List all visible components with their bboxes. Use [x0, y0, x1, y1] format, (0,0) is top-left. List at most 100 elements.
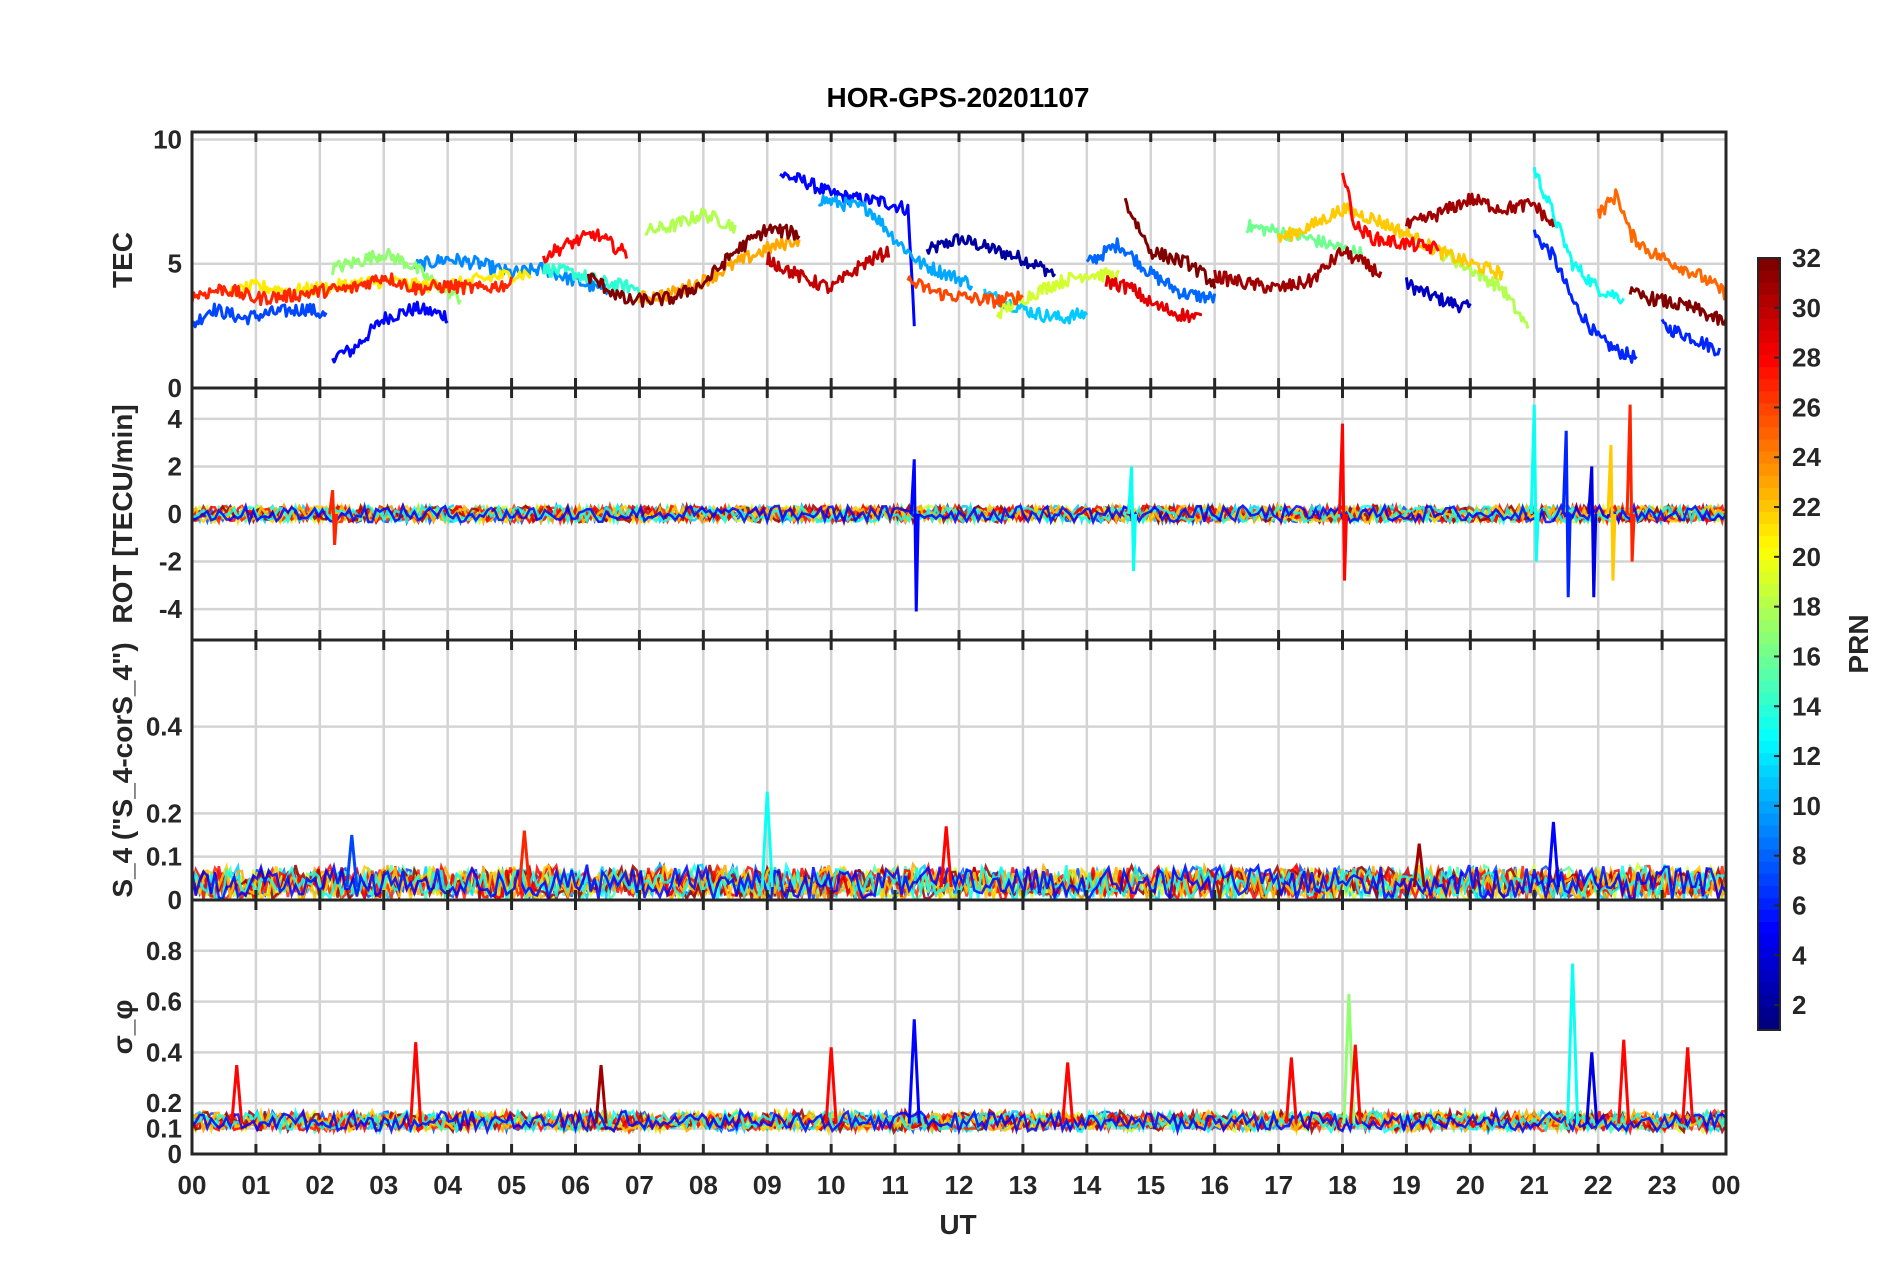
series-line-prn-3 — [1404, 277, 1472, 314]
colorbar-tick-label: 32 — [1792, 243, 1821, 273]
y-axis-label: TEC — [107, 232, 138, 288]
peak-prn-28 — [230, 1064, 244, 1124]
colorbar-cell — [1758, 680, 1780, 693]
colorbar-label: PRN — [1843, 614, 1874, 673]
series-line-prn-21 — [228, 268, 532, 298]
colorbar-cell — [1758, 644, 1780, 657]
colorbar-cell — [1758, 463, 1780, 476]
colorbar-tick-label: 18 — [1792, 592, 1821, 622]
colorbar-cell — [1758, 1005, 1780, 1019]
colorbar-tick-label: 6 — [1792, 890, 1806, 920]
series-line-prn-31 — [1404, 192, 1555, 229]
colorbar-cell — [1758, 402, 1780, 416]
spike-prn-22 — [1606, 444, 1617, 581]
y-tick-label: -2 — [159, 547, 182, 577]
x-tick-label: 17 — [1264, 1170, 1293, 1200]
colorbar-cell — [1758, 390, 1780, 404]
series-line-prn-7 — [191, 302, 328, 329]
colorbar-cell — [1758, 861, 1780, 874]
series-line-prn-22 — [1277, 202, 1504, 281]
colorbar-cell — [1758, 981, 1780, 995]
colorbar-cell — [1758, 306, 1780, 319]
colorbar-cell — [1758, 571, 1780, 585]
x-tick-label: 23 — [1648, 1170, 1677, 1200]
y-axis-label: S_4 ("S_4-corS_4") — [107, 642, 138, 897]
x-tick-label: 13 — [1008, 1170, 1037, 1200]
series-line-prn-25 — [1596, 188, 1727, 301]
peak-prn-31 — [1412, 843, 1426, 888]
colorbar-cell — [1758, 740, 1780, 754]
noise-trace-prn-22 — [191, 1106, 1727, 1137]
noise-trace-prn-5 — [191, 501, 1727, 526]
colorbar-cell — [1758, 969, 1780, 983]
peak-prn-28 — [939, 826, 953, 888]
peak-prn-28 — [1061, 1062, 1075, 1124]
peak-prn-7 — [345, 834, 359, 888]
colorbar-tick-label: 14 — [1792, 691, 1821, 721]
x-tick-label: 14 — [1072, 1170, 1101, 1200]
colorbar-cell — [1758, 282, 1780, 295]
noise-trace-prn-5 — [191, 1105, 1727, 1137]
colorbar-cell — [1758, 788, 1780, 802]
peak-prn-13 — [760, 791, 774, 888]
y-tick-label: 0 — [168, 499, 182, 529]
x-tick-label: 12 — [945, 1170, 974, 1200]
colorbar-tick-label: 30 — [1792, 293, 1821, 323]
colorbar-cell — [1758, 849, 1780, 862]
colorbar-frame — [1757, 257, 1781, 1031]
colorbar-cell — [1758, 631, 1780, 645]
colorbar-cell — [1758, 535, 1780, 549]
spike-prn-28 — [1338, 423, 1348, 581]
peak-prn-4 — [1585, 1052, 1599, 1124]
colorbar-cell — [1758, 414, 1780, 428]
x-tick-label: 06 — [561, 1170, 590, 1200]
series-line-prn-5 — [331, 300, 449, 364]
colorbar-cell — [1758, 619, 1780, 633]
colorbar-cell — [1758, 595, 1780, 609]
colorbar-cell — [1758, 728, 1780, 742]
y-tick-label: 0 — [168, 1139, 182, 1169]
colorbar-cell — [1758, 487, 1780, 500]
colorbar-cell — [1758, 957, 1780, 971]
colorbar-tick-label: 2 — [1792, 990, 1806, 1020]
colorbar-cell — [1758, 921, 1780, 935]
y-tick-label: 2 — [168, 451, 182, 481]
colorbar-cell — [1758, 837, 1780, 850]
y-tick-label: -4 — [159, 594, 183, 624]
colorbar-cell — [1758, 933, 1780, 947]
colorbar-tick-label: 22 — [1792, 492, 1821, 522]
colorbar-tick-label: 20 — [1792, 542, 1821, 572]
colorbar-cell — [1758, 438, 1780, 452]
colorbar-tick-label: 12 — [1792, 741, 1821, 771]
colorbar-cell — [1758, 704, 1780, 717]
series-line-prn-5 — [779, 171, 916, 327]
colorbar-cell — [1758, 800, 1780, 814]
x-tick-label: 03 — [369, 1170, 398, 1200]
x-tick-label: 11 — [881, 1170, 909, 1200]
series-group — [190, 963, 1728, 1137]
series-group — [190, 404, 1728, 612]
y-tick-label: 0.2 — [146, 1088, 182, 1118]
colorbar-cell — [1758, 258, 1780, 271]
colorbar-cell — [1758, 909, 1780, 923]
colorbar-tick-label: 28 — [1792, 343, 1821, 373]
colorbar-cell — [1758, 824, 1780, 838]
chart-title: HOR-GPS-20201107 — [826, 82, 1089, 113]
colorbar-cell — [1758, 812, 1780, 826]
series-line-prn-17 — [331, 247, 462, 305]
colorbar-cell — [1758, 668, 1780, 681]
x-tick-label: 00 — [178, 1170, 207, 1200]
panel-ROT: -4 -2 0 2 4 ROT [TECU/min] — [107, 386, 1728, 642]
peak-prn-28 — [1681, 1047, 1695, 1124]
colorbar-tick-label: 16 — [1792, 641, 1821, 671]
colorbar-cell — [1758, 607, 1780, 621]
series-line-prn-23 — [637, 235, 801, 304]
colorbar-cell — [1758, 523, 1780, 537]
y-tick-label: 0.8 — [146, 936, 182, 966]
peak-prn-27 — [517, 830, 531, 888]
colorbar-tick-label: 26 — [1792, 392, 1821, 422]
colorbar-cell — [1758, 873, 1780, 886]
y-tick-label: 0.6 — [146, 987, 182, 1017]
series-line-prn-32 — [1628, 286, 1728, 326]
series-line-prn-13 — [1532, 166, 1625, 305]
